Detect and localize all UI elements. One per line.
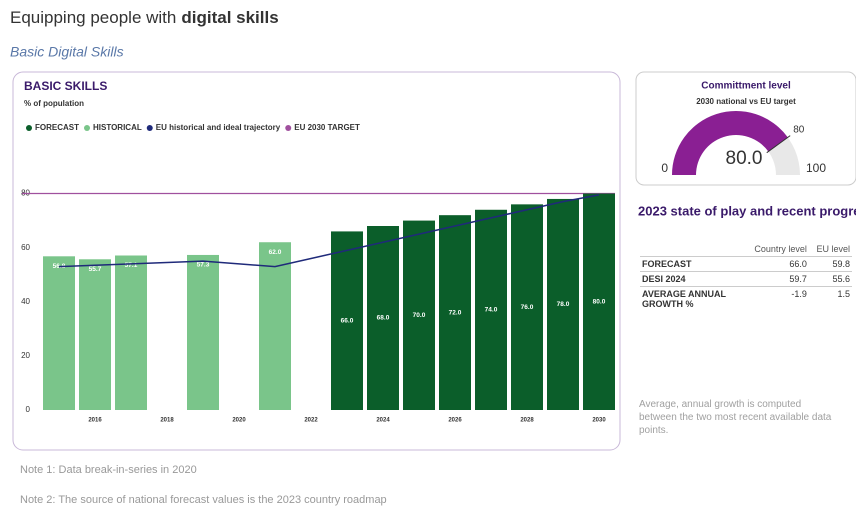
bar-value-label: 74.0 [485, 307, 498, 314]
cell: 55.6 [808, 271, 852, 287]
note: Note 1: Data break-in-series in 2020 [20, 464, 197, 476]
bar [439, 215, 471, 410]
trajectory-line [58, 194, 600, 268]
bar-value-label: 68.0 [377, 315, 390, 322]
gauge-target-label: 80 [793, 124, 805, 135]
x-tick-label: 2022 [304, 418, 318, 424]
bar-value-label: 78.0 [557, 301, 570, 308]
bar [367, 226, 399, 410]
y-tick-label: 0 [26, 405, 31, 414]
bar-value-label: 76.0 [521, 304, 534, 311]
x-tick-label: 2030 [592, 418, 606, 424]
gauge-panel [635, 71, 856, 186]
bar-value-label: 72.0 [449, 309, 462, 316]
table-title-1: 2023 state of play and recent progress [638, 203, 856, 218]
x-tick-label: 2016 [88, 418, 102, 424]
col-header: Country level [754, 244, 807, 254]
bar [583, 193, 615, 410]
bar [511, 204, 543, 410]
progress-table: Country level EU level FORECAST 66.0 59.8 D… [640, 242, 852, 311]
bar-value-label: 62.0 [269, 249, 282, 256]
gauge-min: 0 [661, 161, 668, 175]
cell: 59.8 [808, 256, 852, 272]
legend-label: HISTORICAL [93, 123, 142, 132]
title-lead: Equipping people with [10, 8, 176, 27]
legend-dot [146, 125, 153, 131]
bar [547, 198, 579, 410]
y-tick-label: 40 [21, 297, 30, 306]
cell: DESI 2024 [640, 271, 744, 287]
bar [475, 209, 507, 410]
cell: 66.0 [744, 256, 809, 272]
legend-label: EU historical and ideal trajectory [156, 123, 281, 132]
legend-dot [285, 125, 292, 131]
bar-value-label: 57.1 [125, 262, 138, 269]
cell: FORECAST [640, 256, 744, 272]
gauge-value: 80.0 [726, 148, 763, 169]
page-title: Equipping people with digital skills [10, 8, 279, 27]
note: Note 2: The source of national forecast … [20, 494, 387, 506]
cell: 59.7 [744, 271, 809, 287]
legend-label: FORECAST [35, 123, 79, 132]
x-tick-label: 2018 [160, 418, 174, 424]
gauge-subtitle: 2030 national vs EU target [696, 97, 796, 106]
bar [331, 231, 363, 410]
legend-label: EU 2030 TARGET [294, 123, 360, 132]
gauge-title: Committment level [701, 81, 791, 92]
title-bold: digital skills [181, 8, 278, 27]
chart-title: BASIC SKILLS [24, 79, 107, 93]
bar-value-label: 55.7 [89, 266, 102, 273]
legend-dot [26, 125, 32, 131]
gauge-max: 100 [806, 161, 826, 175]
x-tick-label: 2026 [448, 418, 462, 424]
bar [187, 254, 219, 410]
gauge-fill [672, 110, 788, 175]
bar-value-label: 70.0 [413, 312, 426, 319]
chart-subtitle: % of population [24, 99, 84, 108]
x-tick-label: 2024 [376, 418, 390, 424]
gauge-target [766, 135, 791, 154]
x-tick-label: 2028 [520, 418, 534, 424]
bar [259, 242, 291, 410]
bar-value-label: 80.0 [593, 298, 606, 305]
bar [79, 259, 111, 410]
bar [115, 255, 147, 410]
bar [43, 256, 75, 410]
bar [403, 220, 435, 410]
page-subtitle: Basic Digital Skills [10, 44, 124, 60]
cell: -1.9 [744, 286, 809, 311]
cell: 1.5 [808, 286, 852, 311]
bar-value-label: 66.0 [341, 317, 354, 324]
legend-dot [84, 125, 90, 131]
cell: AVERAGE ANNUAL GROWTH % [640, 286, 744, 311]
table-note: Average, annual growth is computed betwe… [639, 399, 832, 436]
col-header: EU level [816, 244, 850, 254]
chart-panel [12, 71, 621, 451]
bar-value-label: 57.3 [197, 262, 210, 269]
y-tick-label: 60 [21, 243, 30, 252]
x-tick-label: 2020 [232, 418, 246, 424]
y-tick-label: 20 [21, 351, 30, 360]
